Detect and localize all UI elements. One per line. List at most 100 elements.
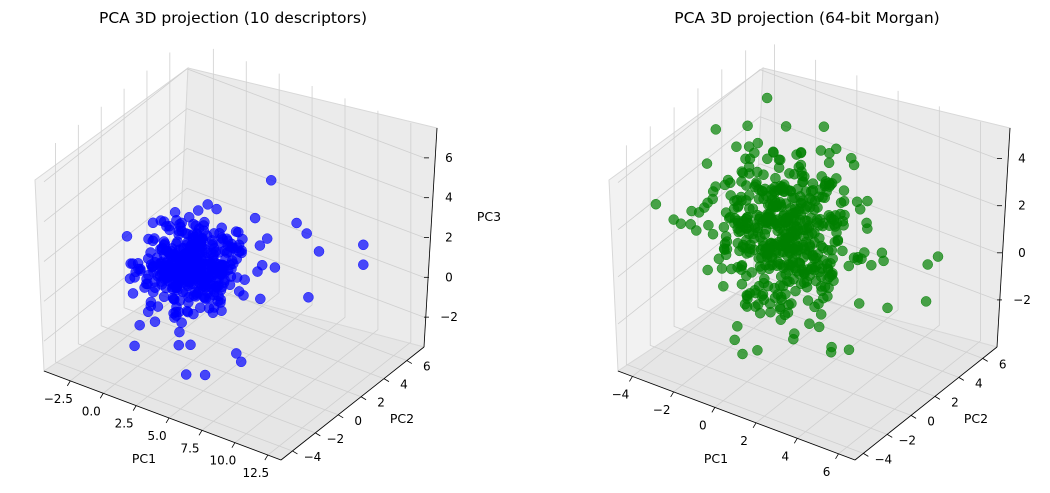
x-tick-mark — [99, 393, 104, 399]
scatter-point — [783, 259, 794, 270]
scatter-point — [164, 224, 175, 236]
scatter-point — [207, 283, 218, 294]
scatter-point — [171, 281, 183, 293]
y-axis-line — [280, 346, 425, 461]
scatter-point — [199, 369, 211, 381]
scatter-point — [269, 262, 281, 273]
scatter-point — [233, 286, 245, 297]
scatter-point — [785, 209, 796, 220]
y-tick-label: 4 — [400, 378, 408, 392]
scatter-point — [770, 172, 781, 184]
scatter-point — [789, 328, 800, 339]
x-tick-label: 10.0 — [210, 454, 237, 468]
scatter-point — [813, 321, 825, 333]
x-tick-mark — [670, 391, 674, 398]
scatter-point — [824, 271, 835, 283]
y-gridline — [77, 124, 316, 434]
y-tick-mark — [383, 378, 390, 382]
x-gridline — [201, 98, 346, 431]
x-tick-mark — [752, 422, 757, 429]
scatter-point — [780, 198, 792, 209]
scatter-point — [768, 147, 779, 158]
scatter-point — [225, 271, 237, 282]
scatter-point — [185, 339, 196, 351]
scatter-point — [195, 253, 207, 264]
scatter-point — [702, 264, 713, 276]
x-axis-label: PC1 — [132, 451, 156, 466]
scatter-point — [716, 263, 728, 274]
scatter-point — [192, 263, 204, 275]
z-tick-label: −2 — [440, 310, 458, 324]
scatter-point — [149, 276, 160, 288]
x-tick-label: 5.0 — [148, 429, 167, 443]
y-gridline — [55, 142, 293, 452]
y-tick-mark — [887, 434, 893, 438]
scatter-point — [183, 297, 194, 308]
y-tick-mark — [982, 358, 988, 362]
x-tick-label: 0 — [699, 418, 707, 432]
z-tick-label: 2 — [445, 231, 453, 245]
scatter-point — [815, 145, 827, 156]
x-tick-label: 2 — [740, 434, 748, 448]
y-gridline — [123, 88, 362, 398]
scatter-point — [199, 292, 210, 304]
scatter-point — [843, 260, 855, 272]
scatter-point — [231, 253, 242, 265]
z-axis-label: PC3 — [477, 209, 501, 224]
y-tick-label: 0 — [927, 414, 935, 428]
scatter-point — [807, 250, 818, 262]
scatter-point — [139, 282, 150, 293]
scatter-point — [171, 238, 182, 250]
y-tick-mark — [292, 450, 298, 455]
scatter-point — [169, 207, 181, 218]
scatter-point — [158, 267, 170, 279]
scatter-point — [142, 253, 154, 264]
scatter-point — [725, 190, 736, 201]
scatter-point — [750, 179, 762, 190]
scatter-point — [821, 258, 833, 269]
scatter-point — [769, 185, 780, 197]
scatter-point — [749, 147, 760, 159]
z-gridline — [617, 163, 998, 278]
scatter-point — [173, 339, 185, 351]
scatter-point — [795, 209, 807, 220]
scatter-point — [650, 198, 662, 210]
y-gridline — [697, 88, 936, 397]
scatter-point — [829, 236, 841, 248]
x-tick-mark — [132, 405, 137, 411]
scatter-point — [729, 218, 740, 229]
y-gridline — [625, 145, 864, 454]
scatter-point — [783, 246, 795, 257]
scatter-point — [802, 295, 814, 306]
scatter-point — [145, 296, 157, 308]
scatter-point — [216, 305, 227, 316]
scatter-point — [134, 319, 145, 331]
z-tick-label: −2 — [1013, 293, 1031, 307]
scatter-point — [215, 294, 227, 305]
scatter-point — [212, 265, 224, 276]
scatter-point — [358, 239, 369, 251]
scatter-point — [195, 302, 206, 313]
z-axis-line — [423, 127, 438, 348]
scatter-point — [784, 276, 795, 287]
scatter-point — [791, 149, 802, 160]
scatter-point — [804, 318, 815, 329]
scatter-point — [837, 245, 848, 257]
scatter-point — [793, 161, 805, 173]
y-axis-label: PC2 — [390, 411, 414, 426]
scatter-point — [743, 228, 755, 240]
scatter-point — [703, 219, 714, 231]
y-tick-mark — [406, 360, 413, 364]
scatter-point — [358, 259, 369, 270]
chart-title: PCA 3D projection (64-bit Morgan) — [674, 9, 939, 27]
scatter-point — [807, 185, 819, 196]
scatter-point — [750, 301, 761, 312]
scatter-point — [718, 221, 730, 233]
y-gridline — [649, 126, 888, 435]
scatter-point — [838, 185, 850, 196]
scatter-point — [797, 239, 809, 251]
scatter-point — [823, 177, 835, 189]
y-tick-label: −4 — [304, 450, 322, 464]
scatter-point — [814, 266, 825, 278]
